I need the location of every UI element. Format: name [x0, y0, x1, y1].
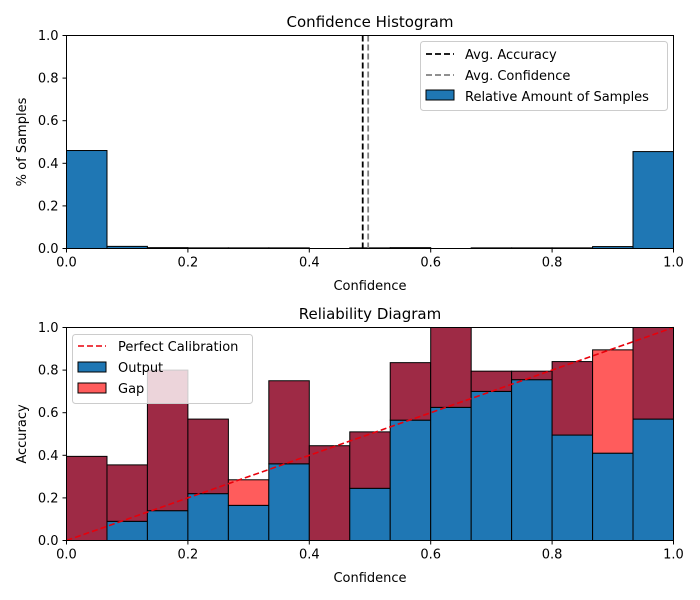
output-bar: [551, 434, 594, 541]
histogram-x-tick-label: 0.0: [56, 256, 77, 271]
histogram-x-tick-label: 0.8: [542, 256, 563, 271]
gap-bar: [227, 479, 270, 506]
legend-output-swatch: [77, 361, 107, 373]
gap-bar: [349, 431, 391, 489]
histogram-title: Confidence Histogram: [287, 13, 454, 31]
reliability-x-label: Confidence: [333, 571, 406, 586]
histogram-y-tick-label: 0.4: [38, 157, 59, 172]
legend-avg-confidence: Avg. Confidence: [465, 69, 570, 84]
reliability-x-tick-label: 0.4: [299, 548, 320, 563]
reliability-x-tick-label: 0.2: [178, 548, 199, 563]
gap-bar: [389, 362, 432, 421]
reliability-y-tick-label: 0.6: [38, 406, 59, 421]
histogram-x-tick-label: 1.0: [663, 256, 684, 271]
histogram-x-tick-label: 0.2: [178, 256, 199, 271]
reliability-diagram-panel: Reliability Diagram 0.0 0.2 0.4 0.6 0.8 1.0 0…: [15, 305, 684, 586]
histogram-y-label: % of Samples: [15, 97, 30, 186]
gap-bar: [592, 349, 634, 454]
histogram-legend: Avg. Accuracy Avg. Confidence Relative A…: [420, 41, 668, 111]
reliability-bars: [66, 327, 675, 542]
reliability-x-tick-label: 0.0: [56, 548, 77, 563]
reliability-y-ticks: 0.0 0.2 0.4 0.6 0.8 1.0: [38, 321, 67, 549]
histogram-y-ticks: 0.0 0.2 0.4 0.6 0.8 1.0: [38, 29, 67, 257]
histogram-y-tick-label: 0.0: [38, 242, 59, 257]
gap-bar: [308, 445, 351, 541]
reliability-legend-frame: [72, 334, 253, 404]
histogram-y-tick-label: 1.0: [38, 29, 59, 44]
legend-perfect-calibration: Perfect Calibration: [118, 340, 238, 355]
histogram-x-tick-label: 0.4: [299, 256, 320, 271]
gap-bar: [430, 327, 472, 408]
output-bar: [268, 463, 310, 542]
perfect-calibration-line: [66, 326, 674, 542]
output-bar: [632, 418, 675, 541]
reliability-y-label: Accuracy: [15, 404, 30, 464]
histogram-legend-frame: [420, 41, 668, 111]
output-bar: [430, 406, 472, 541]
gap-bar: [268, 380, 310, 465]
reliability-y-tick-label: 1.0: [38, 321, 59, 336]
gap-bar: [551, 361, 594, 436]
histogram-y-tick-label: 0.6: [38, 114, 59, 129]
reliability-y-tick-label: 0.8: [38, 364, 59, 379]
output-bar: [389, 419, 432, 541]
histogram-x-label: Confidence: [333, 279, 406, 294]
reliability-x-tick-label: 0.6: [420, 548, 441, 563]
gap-bar: [187, 418, 229, 495]
legend-gap: Gap: [118, 382, 144, 397]
output-bar: [511, 379, 553, 541]
output-bar: [592, 452, 634, 542]
reliability-x-tick-label: 1.0: [663, 548, 684, 563]
legend-output: Output: [118, 361, 163, 376]
reliability-y-tick-label: 0.0: [38, 534, 59, 549]
histogram-y-tick-label: 0.2: [38, 199, 59, 214]
legend-avg-accuracy: Avg. Accuracy: [465, 48, 557, 63]
histogram-bar: [632, 151, 675, 250]
histogram-x-ticks: 0.0 0.2 0.4 0.6 0.8 1.0: [56, 248, 684, 271]
histogram-y-tick-label: 0.8: [38, 72, 59, 87]
output-bar: [227, 504, 270, 542]
histogram-average-lines: [361, 35, 370, 249]
reliability-y-tick-label: 0.2: [38, 491, 59, 506]
histogram-bar: [66, 150, 108, 250]
output-bar: [187, 493, 229, 542]
reliability-legend: Perfect Calibration Output Gap: [72, 334, 253, 404]
legend-relative-amount: Relative Amount of Samples: [465, 90, 649, 105]
histogram-plot-frame: [66, 35, 674, 249]
reliability-y-tick-label: 0.4: [38, 449, 59, 464]
histogram-x-tick-label: 0.6: [420, 256, 441, 271]
reliability-x-ticks: 0.0 0.2 0.4 0.6 0.8 1.0: [56, 540, 684, 563]
reliability-plot-frame: [66, 327, 674, 541]
reliability-x-tick-label: 0.8: [542, 548, 563, 563]
gap-bar: [632, 327, 675, 420]
gap-bar: [470, 370, 513, 392]
confidence-histogram-panel: Confidence Histogram 0.0 0.2 0.4 0.6 0.8 1.0 …: [15, 13, 684, 294]
output-bar: [470, 390, 513, 541]
output-bar: [146, 510, 189, 541]
legend-gap-swatch: [77, 382, 107, 394]
legend-samples-swatch: [425, 89, 455, 101]
gap-bar: [106, 464, 148, 522]
reliability-title: Reliability Diagram: [299, 305, 441, 323]
histogram-bars: [66, 150, 675, 250]
output-bar: [349, 487, 391, 542]
